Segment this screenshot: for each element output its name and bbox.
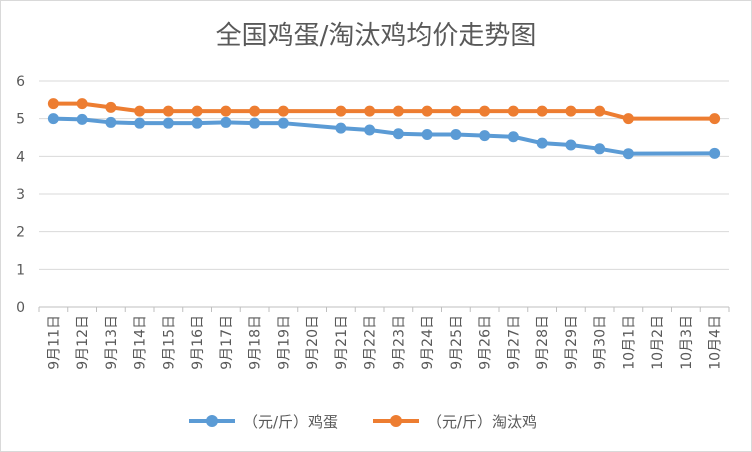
x-tick-label: 9月21日	[334, 315, 350, 370]
x-tick-label: 10月4日	[708, 315, 724, 370]
y-tick-label: 1	[16, 262, 25, 278]
x-tick-label: 10月1日	[621, 315, 637, 370]
data-point-culled-hens	[335, 105, 347, 117]
data-point-culled-hens	[162, 105, 174, 117]
x-tick-label: 9月23日	[391, 315, 407, 370]
data-point-eggs	[450, 128, 462, 140]
x-tick-label: 9月25日	[449, 315, 465, 370]
legend-marker-culled-hens	[373, 415, 419, 427]
data-point-culled-hens	[709, 113, 721, 125]
x-tick-label: 10月2日	[650, 315, 666, 370]
legend-label-eggs: （元/斤）鸡蛋	[243, 412, 339, 431]
legend-marker-eggs	[189, 415, 235, 427]
data-point-eggs	[536, 137, 548, 149]
data-point-eggs	[709, 147, 721, 159]
x-tick-label: 9月17日	[219, 315, 235, 370]
data-point-eggs	[392, 128, 404, 140]
data-point-culled-hens	[479, 105, 491, 117]
y-tick-label: 3	[16, 187, 25, 203]
data-point-eggs	[594, 143, 606, 155]
x-tick-label: 9月12日	[75, 315, 91, 370]
data-point-eggs	[479, 130, 491, 142]
x-tick-label: 9月15日	[161, 315, 177, 370]
data-point-culled-hens	[105, 101, 117, 113]
x-tick-label: 9月19日	[276, 315, 292, 370]
data-point-culled-hens	[191, 105, 203, 117]
chart-title: 全国鸡蛋/淘汰鸡均价走势图	[215, 21, 537, 51]
data-point-culled-hens	[134, 105, 146, 117]
x-tick-label: 10月3日	[679, 315, 695, 370]
data-point-eggs	[134, 117, 146, 129]
legend-label-culled-hens: （元/斤）淘汰鸡	[427, 412, 538, 431]
data-point-culled-hens	[47, 98, 59, 110]
data-point-eggs	[507, 131, 519, 143]
y-tick-label: 6	[16, 74, 25, 90]
data-point-culled-hens	[392, 105, 404, 117]
data-point-eggs	[364, 124, 376, 136]
x-tick-label: 9月30日	[593, 315, 609, 370]
data-point-eggs	[421, 128, 433, 140]
x-tick-label: 9月14日	[133, 315, 149, 370]
data-point-culled-hens	[594, 105, 606, 117]
series-line-culled-hens	[53, 101, 715, 121]
data-point-eggs	[220, 116, 232, 128]
data-point-culled-hens	[421, 105, 433, 117]
data-point-culled-hens	[76, 98, 88, 110]
y-tick-label: 4	[16, 149, 25, 165]
data-point-culled-hens	[249, 105, 261, 117]
x-tick-label: 9月26日	[478, 315, 494, 370]
x-tick-label: 9月29日	[564, 315, 580, 370]
data-point-eggs	[191, 117, 203, 129]
data-point-culled-hens	[450, 105, 462, 117]
data-point-eggs	[622, 148, 634, 160]
data-point-culled-hens	[364, 105, 376, 117]
data-point-eggs	[162, 117, 174, 129]
x-tick-label: 9月22日	[363, 315, 379, 370]
x-tick-label: 9月13日	[104, 315, 120, 370]
data-point-eggs	[47, 113, 59, 125]
legend-item-culled-hens: （元/斤）淘汰鸡	[371, 409, 537, 433]
x-tick-label: 9月20日	[305, 315, 321, 370]
data-point-culled-hens	[622, 113, 634, 125]
x-tick-label: 9月18日	[248, 315, 264, 370]
data-point-eggs	[565, 139, 577, 151]
y-tick-label: 5	[16, 112, 25, 128]
legend-item-eggs: （元/斤）鸡蛋	[187, 409, 338, 433]
y-tick-label: 0	[16, 300, 25, 316]
data-point-eggs	[277, 117, 289, 129]
x-tick-label: 9月11日	[46, 315, 62, 370]
data-point-eggs	[105, 116, 117, 128]
y-tick-label: 2	[16, 225, 25, 241]
data-point-culled-hens	[507, 105, 519, 117]
data-point-eggs	[249, 117, 261, 129]
x-tick-label: 9月16日	[190, 315, 206, 370]
data-point-eggs	[335, 122, 347, 134]
x-tick-label: 9月27日	[506, 315, 522, 370]
series-line-eggs	[53, 116, 715, 156]
x-tick-label: 9月28日	[535, 315, 551, 370]
data-point-eggs	[76, 113, 88, 125]
x-tick-label: 9月24日	[420, 315, 436, 370]
data-point-culled-hens	[220, 105, 232, 117]
data-point-culled-hens	[565, 105, 577, 117]
data-point-culled-hens	[277, 105, 289, 117]
data-point-culled-hens	[536, 105, 548, 117]
